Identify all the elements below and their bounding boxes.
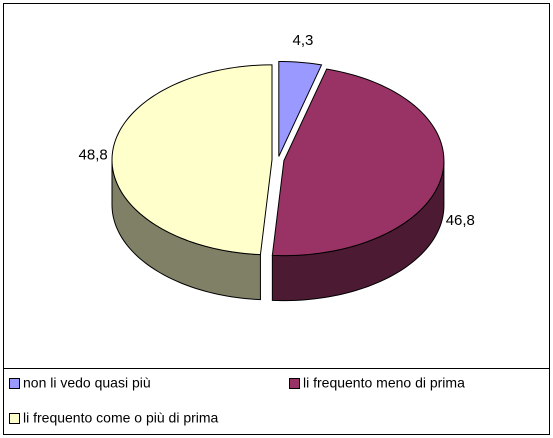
legend-swatch	[9, 378, 20, 389]
data-label: 46,8	[446, 212, 475, 229]
legend-label: non li vedo quasi più	[23, 375, 151, 391]
legend-label: li frequento come o più di prima	[23, 410, 219, 426]
pie: 4,3 46,8 48,8	[79, 32, 475, 302]
pie-slice	[271, 68, 445, 257]
data-label: 48,8	[79, 147, 108, 164]
legend-box	[3, 368, 550, 435]
legend-swatch	[289, 378, 300, 389]
legend-label: li frequento meno di prima	[303, 375, 465, 391]
legend-swatch	[9, 413, 20, 424]
pie-slice	[278, 60, 323, 157]
data-label: 4,3	[293, 32, 314, 49]
pie-slice	[111, 64, 273, 256]
legend: non li vedo quasi più li frequento meno d…	[9, 375, 465, 426]
